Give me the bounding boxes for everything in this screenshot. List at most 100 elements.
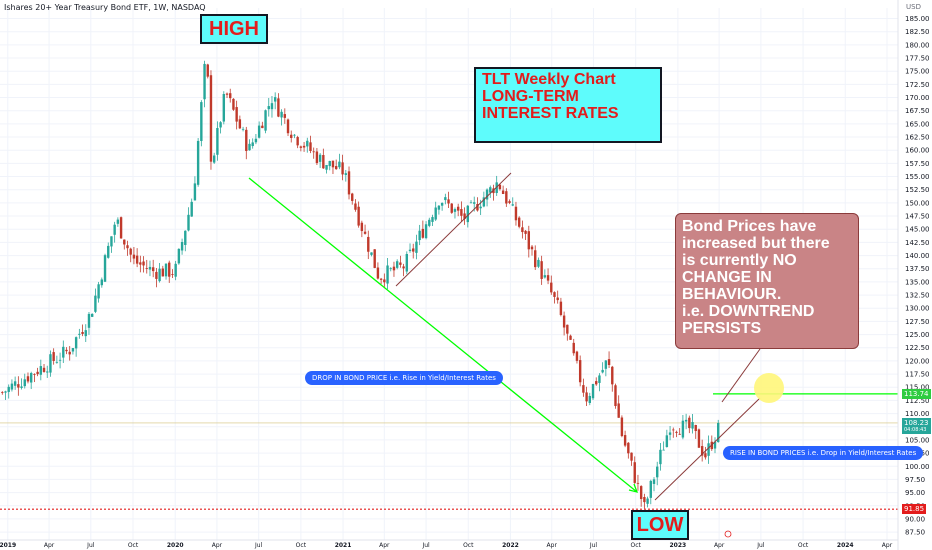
rally-trend-line-2023	[654, 397, 761, 501]
candle-body	[482, 197, 486, 207]
y-tick-label: 177.50	[905, 55, 930, 63]
candle-body	[408, 249, 412, 251]
candle-body	[351, 193, 354, 201]
candle-body	[187, 214, 190, 231]
candle-body	[107, 245, 110, 258]
candle-body	[665, 435, 669, 448]
candle-body	[463, 213, 466, 219]
candle-body	[402, 266, 405, 269]
y-tick-label: 90.00	[905, 515, 925, 523]
x-tick-label: 2020	[167, 542, 184, 549]
y-tick-label: 162.50	[905, 134, 930, 142]
candle-body	[344, 173, 348, 175]
x-tick-label: Oct	[463, 542, 474, 549]
candle-body	[704, 453, 707, 458]
candle-body	[257, 125, 261, 138]
rally-trend-line-2021	[395, 172, 512, 287]
candle-body	[392, 266, 396, 271]
candle-body	[322, 155, 325, 169]
candle-body	[29, 373, 33, 383]
candle-body	[456, 206, 460, 211]
candle-body	[81, 332, 84, 334]
y-tick-label: 117.50	[905, 371, 930, 379]
y-tick-label: 112.50	[905, 397, 930, 405]
candle-body	[578, 360, 582, 383]
x-tick-label: Apr	[379, 542, 390, 549]
candle-body	[90, 313, 94, 317]
candle-body	[424, 224, 428, 239]
candle-body	[78, 333, 81, 335]
candle-body	[39, 366, 43, 375]
candle-body	[13, 381, 17, 386]
candle-body	[135, 255, 139, 264]
candle-body	[151, 267, 155, 272]
candle-body	[643, 496, 646, 503]
candle-body	[206, 64, 209, 77]
high-label: HIGH	[200, 14, 268, 44]
candle-body	[530, 246, 534, 250]
candle-body	[527, 231, 531, 250]
candle-body	[367, 236, 370, 252]
candle-body	[235, 107, 238, 122]
candle-body	[598, 375, 601, 383]
price-axis[interactable]: 87.5090.0092.5095.0097.50100.00102.50105…	[897, 0, 930, 550]
candle-body	[315, 151, 319, 164]
candle-body	[7, 386, 10, 392]
x-tick-label: 2024	[837, 542, 854, 549]
time-axis[interactable]: 2019 Apr Jul Oct 2020 Apr Jul Oct 2021 Apr Jul Oct 2…	[0, 539, 898, 549]
candle-body	[566, 324, 569, 334]
candle-body	[94, 295, 97, 312]
candle-body	[196, 140, 200, 185]
candle-body	[379, 278, 383, 280]
candle-body	[469, 202, 473, 204]
candle-body	[222, 94, 226, 122]
y-tick-label: 122.50	[905, 344, 930, 352]
title-line: INTEREST RATES	[482, 105, 619, 122]
candle-body	[437, 205, 441, 210]
candle-body	[620, 417, 624, 437]
x-tick-label: Jul	[756, 542, 765, 549]
candle-body	[450, 203, 453, 213]
candle-body	[302, 145, 306, 148]
x-tick-label: 2021	[335, 542, 352, 549]
rise-note: RISE IN BOND PRICES i.e. Drop in Yield/I…	[723, 446, 924, 460]
candle-body	[119, 217, 123, 239]
candle-body	[386, 265, 389, 284]
candle-body	[225, 93, 229, 95]
key-levels	[0, 393, 898, 510]
y-tick-label: 95.00	[905, 489, 925, 497]
x-tick-label: Apr	[882, 542, 893, 549]
candle-body	[55, 361, 59, 363]
candle-body	[389, 268, 392, 270]
y-tick-label: 127.50	[905, 318, 930, 326]
candle-body	[254, 138, 258, 143]
candle-body	[341, 162, 344, 175]
candle-body	[521, 227, 524, 233]
candle-body	[168, 262, 171, 277]
candle-body	[267, 106, 270, 110]
candle-body	[412, 248, 415, 252]
candle-body	[52, 352, 55, 361]
y-tick-label: 157.50	[905, 160, 930, 168]
candle-body	[334, 166, 338, 170]
candle-body	[200, 102, 203, 141]
candle-body	[142, 261, 145, 266]
candle-body	[139, 262, 142, 265]
candle-body	[171, 274, 174, 275]
candle-body	[232, 98, 235, 110]
candle-body	[418, 230, 421, 241]
candle-body	[286, 119, 290, 134]
candle-body	[23, 379, 26, 387]
y-tick-label: 100.00	[905, 463, 930, 471]
candle-body	[399, 262, 402, 265]
candle-body	[87, 313, 91, 328]
candle-body	[575, 351, 579, 361]
candle-body	[280, 111, 283, 118]
candle-body	[630, 452, 633, 461]
downtrend-arrowhead	[628, 483, 639, 493]
last-price-countdown: 04:08:43	[904, 426, 927, 433]
candle-body	[84, 330, 87, 337]
y-tick-label: 105.00	[905, 436, 930, 444]
candle-body	[164, 263, 168, 277]
candle-body	[219, 122, 222, 128]
